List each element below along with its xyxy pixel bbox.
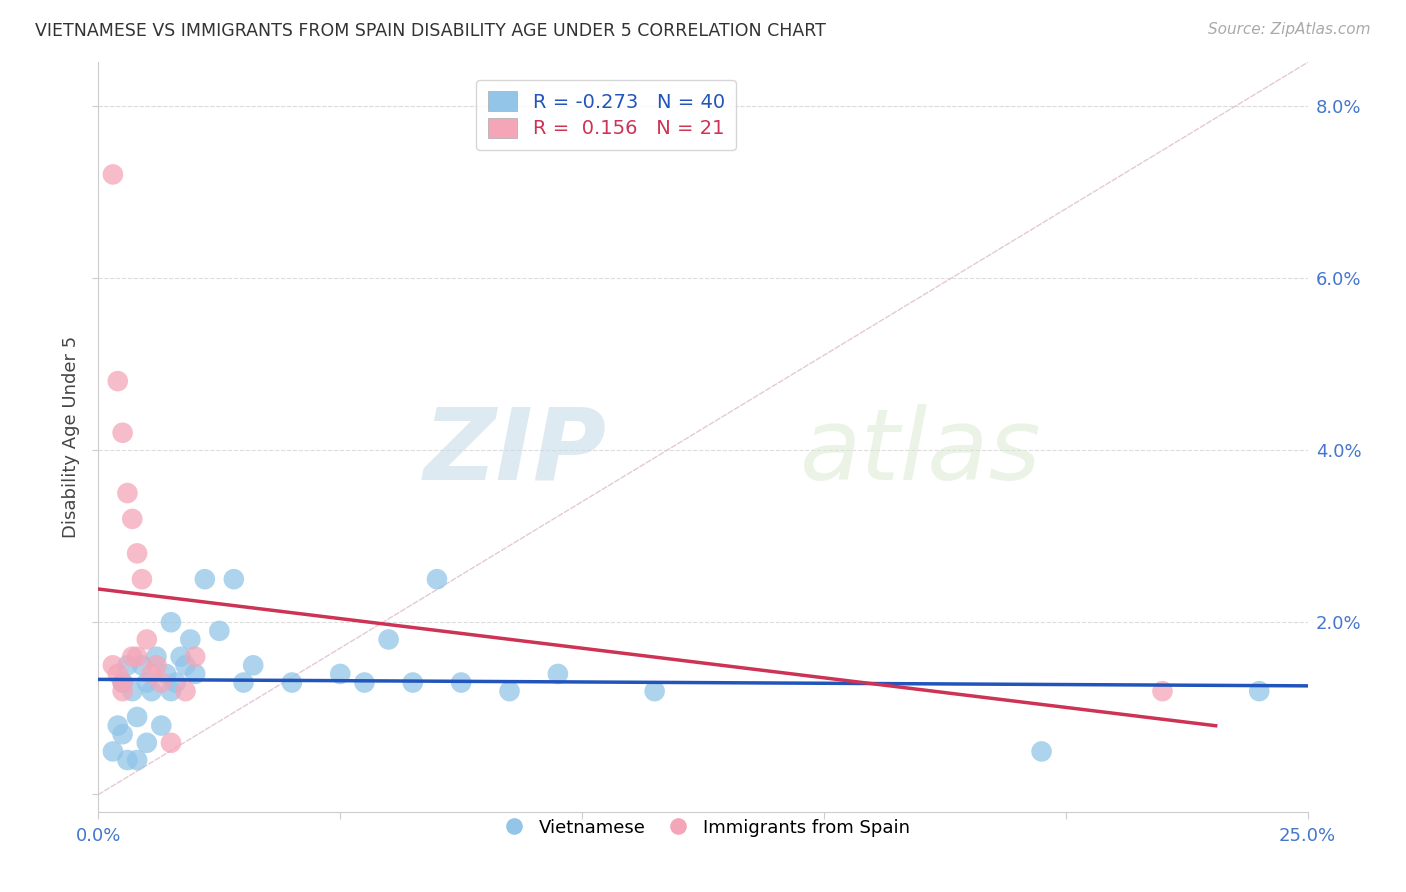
- Point: [644, 684, 666, 698]
- Point: [426, 572, 449, 586]
- Point: [169, 649, 191, 664]
- Y-axis label: Disability Age Under 5: Disability Age Under 5: [62, 336, 80, 538]
- Text: ZIP: ZIP: [423, 403, 606, 500]
- Point: [117, 753, 139, 767]
- Point: [101, 658, 124, 673]
- Point: [141, 667, 163, 681]
- Point: [111, 727, 134, 741]
- Point: [111, 675, 134, 690]
- Point: [135, 632, 157, 647]
- Text: VIETNAMESE VS IMMIGRANTS FROM SPAIN DISABILITY AGE UNDER 5 CORRELATION CHART: VIETNAMESE VS IMMIGRANTS FROM SPAIN DISA…: [35, 22, 827, 40]
- Point: [127, 546, 149, 560]
- Point: [179, 632, 201, 647]
- Point: [450, 675, 472, 690]
- Point: [1249, 684, 1271, 698]
- Point: [498, 684, 520, 698]
- Point: [145, 649, 167, 664]
- Point: [160, 615, 183, 630]
- Point: [150, 718, 173, 732]
- Point: [329, 667, 352, 681]
- Text: atlas: atlas: [800, 403, 1042, 500]
- Point: [121, 649, 143, 664]
- Point: [232, 675, 254, 690]
- Point: [127, 753, 149, 767]
- Point: [353, 675, 375, 690]
- Point: [184, 667, 207, 681]
- Point: [145, 658, 167, 673]
- Point: [135, 675, 157, 690]
- Point: [127, 710, 149, 724]
- Point: [101, 744, 124, 758]
- Point: [208, 624, 231, 638]
- Point: [107, 374, 129, 388]
- Point: [155, 667, 177, 681]
- Point: [1031, 744, 1053, 758]
- Point: [121, 684, 143, 698]
- Point: [121, 512, 143, 526]
- Point: [174, 658, 197, 673]
- Text: Source: ZipAtlas.com: Source: ZipAtlas.com: [1208, 22, 1371, 37]
- Point: [165, 675, 187, 690]
- Point: [242, 658, 264, 673]
- Point: [174, 684, 197, 698]
- Point: [117, 486, 139, 500]
- Point: [547, 667, 569, 681]
- Point: [135, 736, 157, 750]
- Point: [160, 736, 183, 750]
- Point: [141, 684, 163, 698]
- Point: [150, 675, 173, 690]
- Point: [1152, 684, 1174, 698]
- Point: [377, 632, 399, 647]
- Point: [111, 675, 134, 690]
- Point: [222, 572, 245, 586]
- Point: [101, 168, 124, 182]
- Point: [117, 658, 139, 673]
- Legend: Vietnamese, Immigrants from Spain: Vietnamese, Immigrants from Spain: [488, 812, 918, 844]
- Point: [281, 675, 304, 690]
- Point: [160, 684, 183, 698]
- Point: [127, 649, 149, 664]
- Point: [194, 572, 217, 586]
- Point: [111, 684, 134, 698]
- Point: [111, 425, 134, 440]
- Point: [131, 658, 153, 673]
- Point: [402, 675, 425, 690]
- Point: [184, 649, 207, 664]
- Point: [131, 572, 153, 586]
- Point: [107, 667, 129, 681]
- Point: [107, 718, 129, 732]
